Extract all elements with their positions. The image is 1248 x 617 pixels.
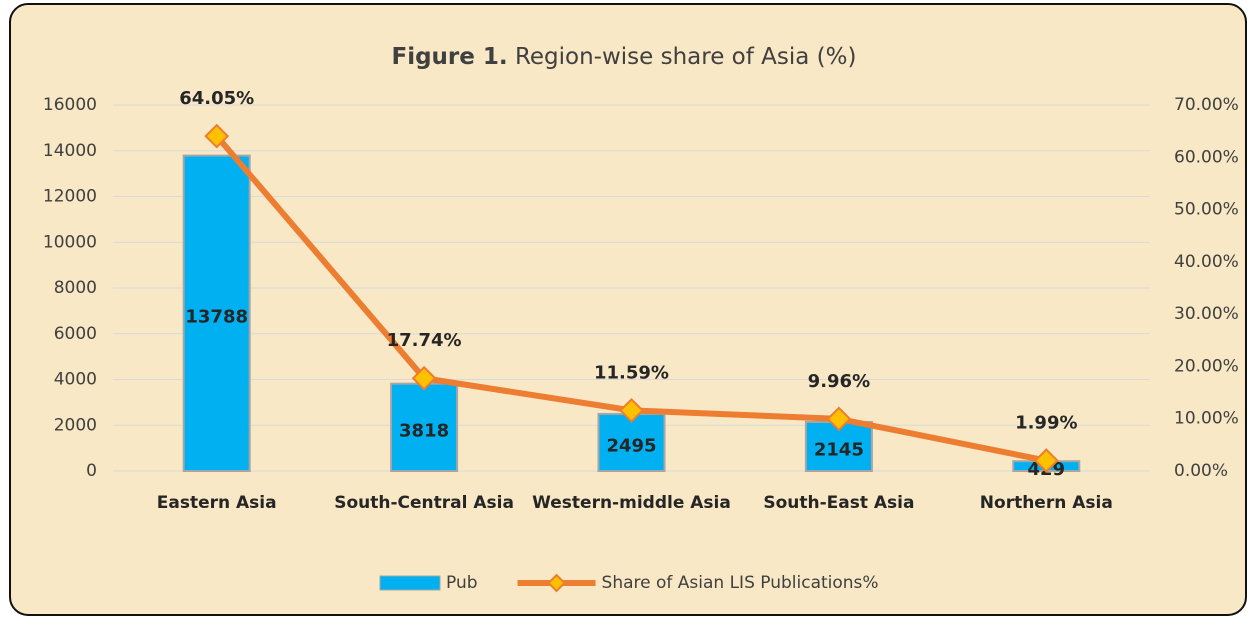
y2-tick-label: 20.00%: [1174, 356, 1239, 376]
y-tick-label: 8000: [54, 278, 97, 298]
line-label: 17.74%: [387, 330, 462, 351]
line-marker: [411, 365, 437, 391]
chart-background: [9, 3, 1247, 616]
y-tick-label: 14000: [43, 141, 97, 161]
x-tick-label: Northern Asia: [980, 493, 1113, 513]
line-marker: [1033, 448, 1059, 474]
line-label: 64.05%: [179, 88, 254, 109]
y2-tick-label: 10.00%: [1174, 409, 1239, 429]
x-tick-label: Western-middle Asia: [532, 493, 731, 513]
line-marker: [204, 123, 230, 149]
bar: [390, 382, 459, 472]
legend-label: Share of Asian LIS Publications%: [602, 573, 879, 593]
legend-label: Pub: [446, 573, 478, 593]
line-label: 1.99%: [1015, 413, 1077, 434]
y2-tick-label: 60.00%: [1174, 147, 1239, 167]
bar-label: 2145: [814, 439, 864, 460]
x-tick-label: South-East Asia: [763, 493, 914, 513]
bar: [182, 154, 251, 473]
line-marker: [826, 406, 852, 432]
line-label: 11.59%: [594, 362, 669, 383]
y2-tick-label: 0.00%: [1174, 461, 1228, 481]
y2-tick-label: 50.00%: [1174, 200, 1239, 220]
y2-tick-label: 30.00%: [1174, 304, 1239, 324]
y2-tick-label: 40.00%: [1174, 252, 1239, 272]
legend-marker: [547, 573, 566, 593]
x-tick-label: Eastern Asia: [157, 493, 277, 513]
title-label: Figure 1.: [392, 44, 508, 70]
chart-title: Figure 1. Region-wise share of Asia (%): [392, 44, 857, 70]
line-label: 9.96%: [808, 371, 870, 392]
legend-swatch: [379, 575, 441, 591]
y-tick-label: 10000: [43, 232, 97, 252]
y-tick-label: 6000: [54, 324, 97, 344]
x-tick-label: South-Central Asia: [334, 493, 514, 513]
bar-label: 13788: [185, 306, 248, 327]
bar-label: 3818: [399, 420, 449, 441]
title-text: Region-wise share of Asia (%): [515, 44, 857, 70]
bar: [597, 412, 666, 473]
y2-tick-label: 70.00%: [1174, 95, 1239, 115]
y-tick-label: 2000: [54, 415, 97, 435]
y-tick-label: 4000: [54, 370, 97, 390]
y-tick-label: 0: [86, 461, 97, 481]
y-tick-label: 12000: [43, 187, 97, 207]
bar-label: 2495: [606, 435, 656, 456]
line-marker: [619, 397, 644, 423]
y-tick-label: 16000: [43, 95, 97, 115]
